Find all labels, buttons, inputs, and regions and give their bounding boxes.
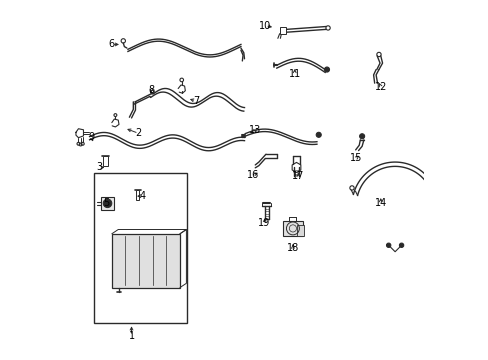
- Text: 14: 14: [374, 198, 386, 208]
- Text: 12: 12: [374, 82, 386, 92]
- Bar: [279, 27, 285, 34]
- Bar: [282, 221, 303, 235]
- Text: 5: 5: [103, 198, 109, 208]
- Text: 1: 1: [128, 331, 134, 341]
- Text: 3: 3: [96, 162, 102, 172]
- Bar: [101, 197, 114, 210]
- Text: 9: 9: [88, 132, 94, 142]
- Text: 13: 13: [248, 125, 261, 135]
- Text: 11: 11: [288, 69, 300, 79]
- Circle shape: [103, 199, 112, 208]
- Text: 4: 4: [139, 191, 145, 201]
- Text: 10: 10: [259, 21, 271, 31]
- Circle shape: [386, 243, 390, 247]
- Circle shape: [316, 132, 321, 137]
- Text: 19: 19: [258, 218, 270, 228]
- Text: 18: 18: [286, 243, 299, 253]
- Bar: [102, 156, 108, 166]
- Circle shape: [105, 201, 109, 206]
- Text: 16: 16: [247, 170, 259, 180]
- Text: 8: 8: [148, 85, 154, 95]
- Circle shape: [359, 134, 364, 139]
- Bar: [297, 225, 304, 235]
- Bar: [94, 173, 187, 323]
- Text: 15: 15: [349, 153, 361, 163]
- Circle shape: [399, 243, 403, 247]
- Text: 2: 2: [135, 129, 142, 138]
- Text: 6: 6: [108, 40, 115, 49]
- Circle shape: [324, 67, 329, 72]
- Text: 17: 17: [291, 171, 304, 181]
- Bar: [112, 234, 180, 288]
- Bar: [136, 190, 139, 200]
- Text: 7: 7: [193, 96, 199, 106]
